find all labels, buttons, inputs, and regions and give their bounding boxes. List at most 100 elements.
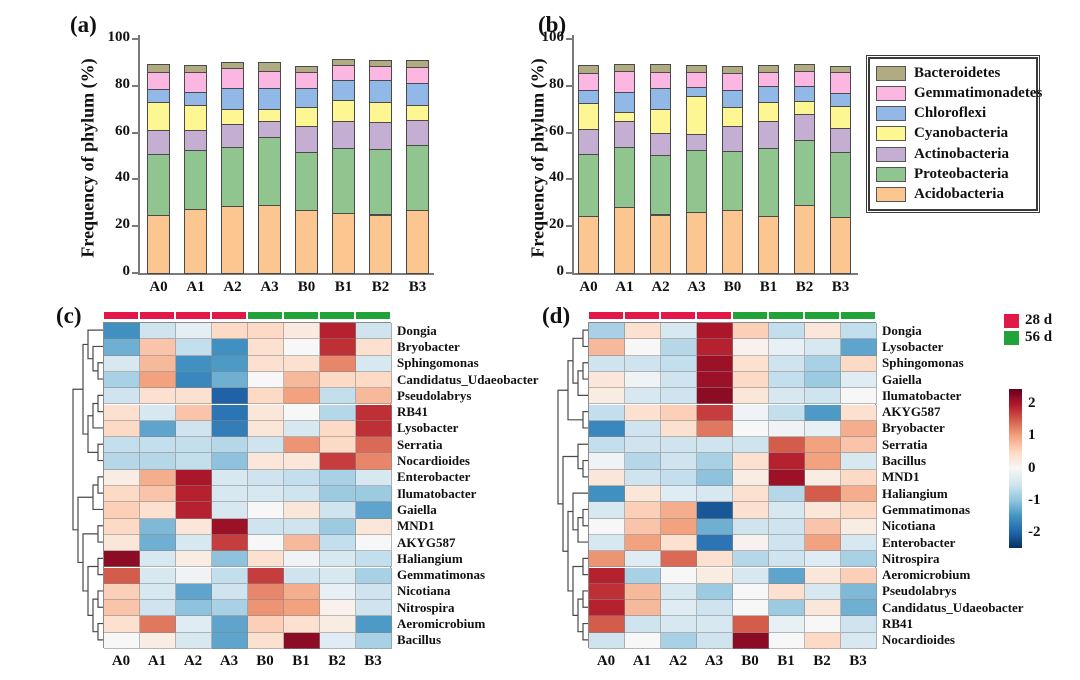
bar-segment-actinobacteria <box>184 130 207 152</box>
heatmap-cell <box>284 551 320 568</box>
heatmap-cell <box>104 534 140 552</box>
heatmap-cell <box>697 616 733 633</box>
heatmap-cell <box>248 404 284 421</box>
column-group-band-56d <box>356 312 390 319</box>
heatmap-cell <box>841 355 877 372</box>
bar-segment-proteobacteria <box>258 137 281 207</box>
dendrogram-link <box>82 343 88 435</box>
heatmap-cell <box>104 502 140 519</box>
heatmap-cell <box>104 355 140 372</box>
y-tick-mark <box>566 178 572 181</box>
heatmap-cell <box>248 355 284 372</box>
heatmap-cell <box>661 567 697 584</box>
heatmap-cell <box>212 583 248 601</box>
row-label-enterobacter: Enterobacter <box>397 469 471 485</box>
heatmap-cell <box>176 567 212 584</box>
column-label-a2: A2 <box>668 653 688 669</box>
legend-item-cyanobacteria: Cyanobacteria <box>876 124 1030 143</box>
y-tick-label: 60 <box>115 122 130 139</box>
bar-segment-cyanobacteria <box>578 103 599 131</box>
heatmap-cell <box>356 600 392 617</box>
legend-label: Bacteroidetes <box>914 65 1001 81</box>
heatmap-cell <box>356 567 392 584</box>
heatmap-cell <box>140 420 176 438</box>
row-label-nocardioides: Nocardioides <box>397 453 470 469</box>
heatmap-cell <box>320 518 356 535</box>
column-group-band-56d <box>841 312 875 319</box>
phyla-legend: Bacteroidetes Gemmatimonadetes Chloroflexi… <box>866 55 1042 213</box>
heatmap-cell <box>320 551 356 568</box>
bar-segment-cyanobacteria <box>758 102 779 122</box>
y-tick-label: 60 <box>549 122 564 139</box>
heatmap-cell <box>176 583 212 601</box>
heatmap-cell <box>104 567 140 584</box>
heatmap-cell <box>733 616 769 633</box>
heatmap-cell <box>661 600 697 617</box>
heatmap-cell <box>769 567 805 584</box>
heatmap-cell <box>733 567 769 584</box>
dendrogram-link <box>577 443 588 470</box>
heatmap-cell <box>176 551 212 568</box>
column-group-band-56d <box>320 312 354 319</box>
heatmap-cell <box>733 339 769 356</box>
heatmap-cell <box>356 437 392 454</box>
heatmap-cell <box>140 583 176 601</box>
x-axis-line <box>572 273 858 275</box>
heatmap-cell <box>212 388 248 405</box>
bar-segment-chloroflexi <box>184 91 207 106</box>
heatmap-cell <box>769 583 805 601</box>
heatmap-cell <box>805 371 841 389</box>
heatmap-cell <box>661 388 697 405</box>
dendrogram-link <box>77 496 93 564</box>
heatmap-cell <box>625 534 661 552</box>
heatmap-cell <box>320 388 356 405</box>
heatmap-cell <box>805 600 841 617</box>
time-legend-item-56d: 56 d <box>1004 329 1052 346</box>
dendrogram-link <box>92 484 103 511</box>
heatmap-cell <box>212 600 248 617</box>
heatmap-cell <box>589 502 625 519</box>
heatmap-cell <box>104 632 140 649</box>
dendrogram-link <box>87 329 103 360</box>
heatmap-cell <box>284 567 320 584</box>
heatmap-cell <box>697 453 733 470</box>
column-label-a3: A3 <box>219 653 239 669</box>
legend-swatch-bacteroidetes <box>876 66 906 81</box>
heatmap-cell <box>805 534 841 552</box>
heatmap-cell <box>733 355 769 372</box>
heatmap-cell <box>140 534 176 552</box>
column-group-band-28d <box>104 312 138 319</box>
heatmap-cell <box>176 502 212 519</box>
heatmap-cell <box>733 420 769 438</box>
row-label-lysobacter: Lysobacter <box>882 338 944 354</box>
y-tick-mark <box>132 225 138 228</box>
dendrogram-link <box>87 565 98 616</box>
bar-segment-actinobacteria <box>758 120 779 149</box>
column-label-a0: A0 <box>596 653 616 669</box>
heatmap-cell <box>248 600 284 617</box>
bar-segment-proteobacteria <box>406 145 429 211</box>
x-category-label: B3 <box>831 279 850 295</box>
heatmap-cell <box>284 534 320 552</box>
heatmap-cell <box>589 339 625 356</box>
y-tick-label: 0 <box>122 263 131 279</box>
bar-segment-actinobacteria <box>369 122 392 150</box>
bar-segment-actinobacteria <box>332 120 355 149</box>
legend-label: Gemmatimonadetes <box>914 85 1043 102</box>
colorbar-tick-label: 0 <box>1028 459 1036 476</box>
heatmap-cell <box>841 486 877 503</box>
heatmap-cell <box>212 567 248 584</box>
y-tick-label: 40 <box>115 169 130 186</box>
bar-segment-actinobacteria <box>614 120 635 148</box>
dendrogram-link <box>92 402 103 429</box>
x-category-label: B0 <box>297 279 316 295</box>
row-label-gemmatimonas: Gemmatimonas <box>397 567 486 583</box>
column-label-b2: B2 <box>813 653 831 669</box>
heatmap-cell <box>320 437 356 454</box>
heatmap-cell <box>661 518 697 535</box>
bar-segment-acidobacteria <box>147 214 170 274</box>
heatmap-cell <box>104 453 140 470</box>
bar-segment-bacteroidetes <box>258 62 281 72</box>
heatmap-grid <box>588 322 877 649</box>
